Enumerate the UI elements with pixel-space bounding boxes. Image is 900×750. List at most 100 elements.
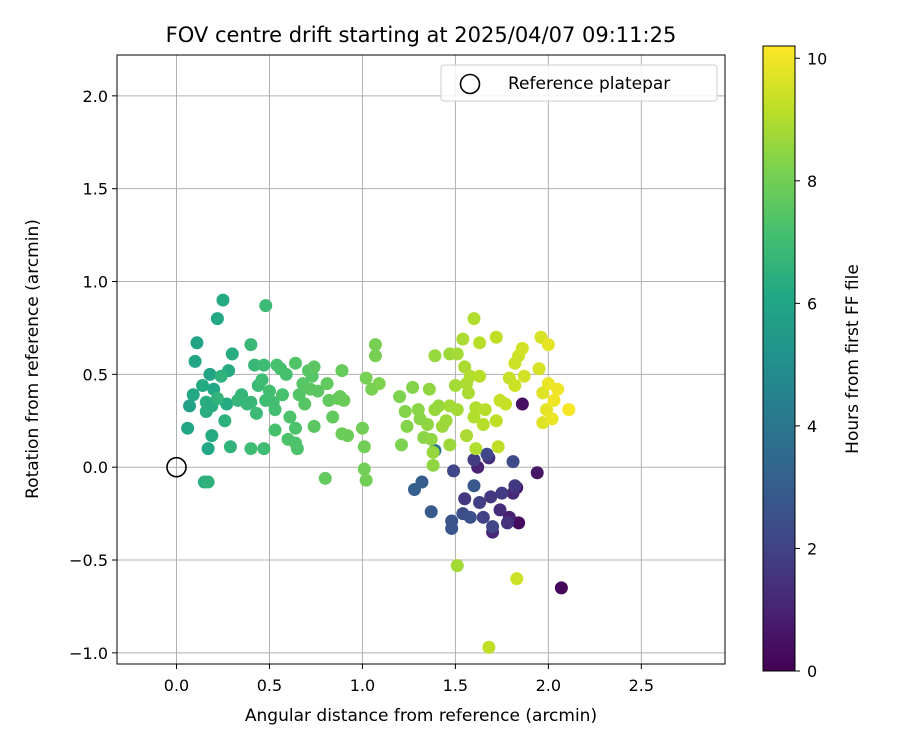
scatter-point — [268, 423, 282, 437]
y-axis-label: Rotation from reference (arcmin) — [23, 219, 43, 499]
legend: Reference platepar — [440, 64, 718, 102]
scatter-point — [424, 505, 438, 519]
scatter-point — [199, 404, 213, 418]
scatter-point — [445, 521, 459, 535]
scatter-point — [205, 429, 219, 443]
scatter-point — [478, 403, 492, 417]
y-tick-label: 1.0 — [83, 273, 108, 292]
scatter-point — [393, 390, 407, 404]
scatter-point — [311, 384, 325, 398]
reference-platepar-point — [166, 456, 187, 478]
scatter-point — [203, 367, 217, 381]
scatter-point — [357, 440, 371, 454]
scatter-point — [400, 419, 414, 433]
scatter-point — [467, 312, 481, 326]
scatter-point — [500, 516, 514, 530]
scatter-point — [218, 414, 232, 428]
scatter-point — [216, 293, 230, 307]
scatter-point — [460, 429, 474, 443]
scatter-point — [515, 397, 529, 411]
scatter-point — [290, 442, 304, 456]
scatter-point — [283, 410, 297, 424]
scatter-point — [359, 371, 373, 385]
scatter-point — [562, 403, 576, 417]
scatter-point — [407, 482, 421, 496]
scatter-point — [196, 378, 210, 392]
scatter-point — [463, 369, 477, 383]
scatter-point — [368, 349, 382, 363]
scatter-point — [421, 417, 435, 431]
scatter-point — [493, 503, 507, 517]
scatter-point — [288, 356, 302, 370]
scatter-point — [186, 388, 200, 402]
x-tick-label: 2.0 — [536, 676, 561, 695]
scatter-point — [508, 378, 522, 392]
scatter-point — [181, 421, 195, 435]
scatter-point — [486, 520, 500, 534]
scatter-point — [506, 455, 520, 469]
y-tick-label: −0.5 — [69, 551, 108, 570]
grid-lines — [117, 55, 725, 664]
y-tick-label: 0.5 — [83, 365, 108, 384]
y-tick-label: −1.0 — [69, 644, 108, 663]
scatter-point — [480, 447, 494, 461]
x-tick-label: 0.0 — [164, 676, 189, 695]
scatter-point — [201, 475, 215, 489]
scatter-point — [447, 464, 461, 478]
x-axis-ticks: 0.0 0.5 1.0 1.5 2.0 2.5 — [164, 664, 654, 695]
scatter-point — [326, 410, 340, 424]
scatter-point — [443, 438, 457, 452]
scatter-point — [530, 466, 544, 480]
scatter-point — [467, 479, 481, 493]
scatter-point — [456, 332, 470, 346]
scatter-point — [499, 397, 513, 411]
scatter-point — [244, 395, 258, 409]
x-axis-label: Angular distance from reference (arcmin) — [245, 706, 597, 726]
y-tick-label: 2.0 — [83, 87, 108, 106]
scatter-point — [288, 421, 302, 435]
y-tick-label: 1.5 — [83, 180, 108, 199]
scatter-point — [357, 462, 371, 476]
colorbar-label: Hours from first FF file — [843, 264, 863, 454]
colorbar-ticks: 0 2 4 6 8 10 — [795, 49, 827, 681]
scatter-point — [183, 399, 197, 413]
scatter-point — [428, 349, 442, 363]
legend-entry-reference-platepar: Reference platepar — [508, 74, 670, 94]
colorbar-tick-label: 6 — [807, 294, 817, 313]
scatter-point — [406, 380, 420, 394]
scatter-point — [275, 388, 289, 402]
scatter-point — [450, 559, 464, 573]
scatter-point — [532, 362, 546, 376]
legend-box — [440, 64, 718, 102]
scatter-point — [225, 347, 239, 361]
colorbar-tick-label: 2 — [807, 539, 817, 558]
scatter-point — [259, 299, 273, 313]
scatter-point — [432, 399, 446, 413]
scatter-point — [463, 510, 477, 524]
scatter-point — [190, 336, 204, 350]
scatter-point — [307, 360, 321, 374]
scatter-point — [517, 369, 531, 383]
x-tick-label: 1.0 — [350, 676, 375, 695]
scatter-point — [461, 386, 475, 400]
x-tick-label: 0.5 — [257, 676, 282, 695]
chart-title: FOV centre drift starting at 2025/04/07 … — [166, 23, 677, 47]
plot-area — [117, 55, 725, 664]
colorbar-tick-label: 4 — [807, 417, 817, 436]
colorbar-gradient — [762, 45, 796, 672]
scatter-point — [359, 473, 373, 487]
scatter-point — [545, 412, 559, 426]
scatter-point — [341, 429, 355, 443]
scatter-point — [476, 510, 490, 524]
scatter-point — [335, 364, 349, 378]
colorbar-tick-label: 10 — [807, 49, 827, 68]
scatter-point — [469, 442, 483, 456]
scatter-point — [298, 397, 312, 411]
scatter-point — [355, 421, 369, 435]
scatter-point — [398, 404, 412, 418]
scatter-point — [307, 419, 321, 433]
scatter-point — [249, 406, 263, 420]
scatter-point — [495, 486, 509, 500]
scatter-point — [257, 358, 271, 372]
colorbar-tick-label: 0 — [807, 662, 817, 681]
